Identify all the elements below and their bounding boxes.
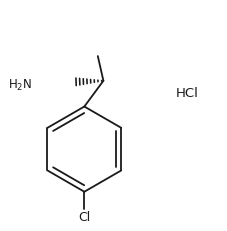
Text: H$_2$N: H$_2$N [8, 78, 32, 93]
Text: HCl: HCl [176, 87, 199, 100]
Text: Cl: Cl [78, 211, 91, 224]
